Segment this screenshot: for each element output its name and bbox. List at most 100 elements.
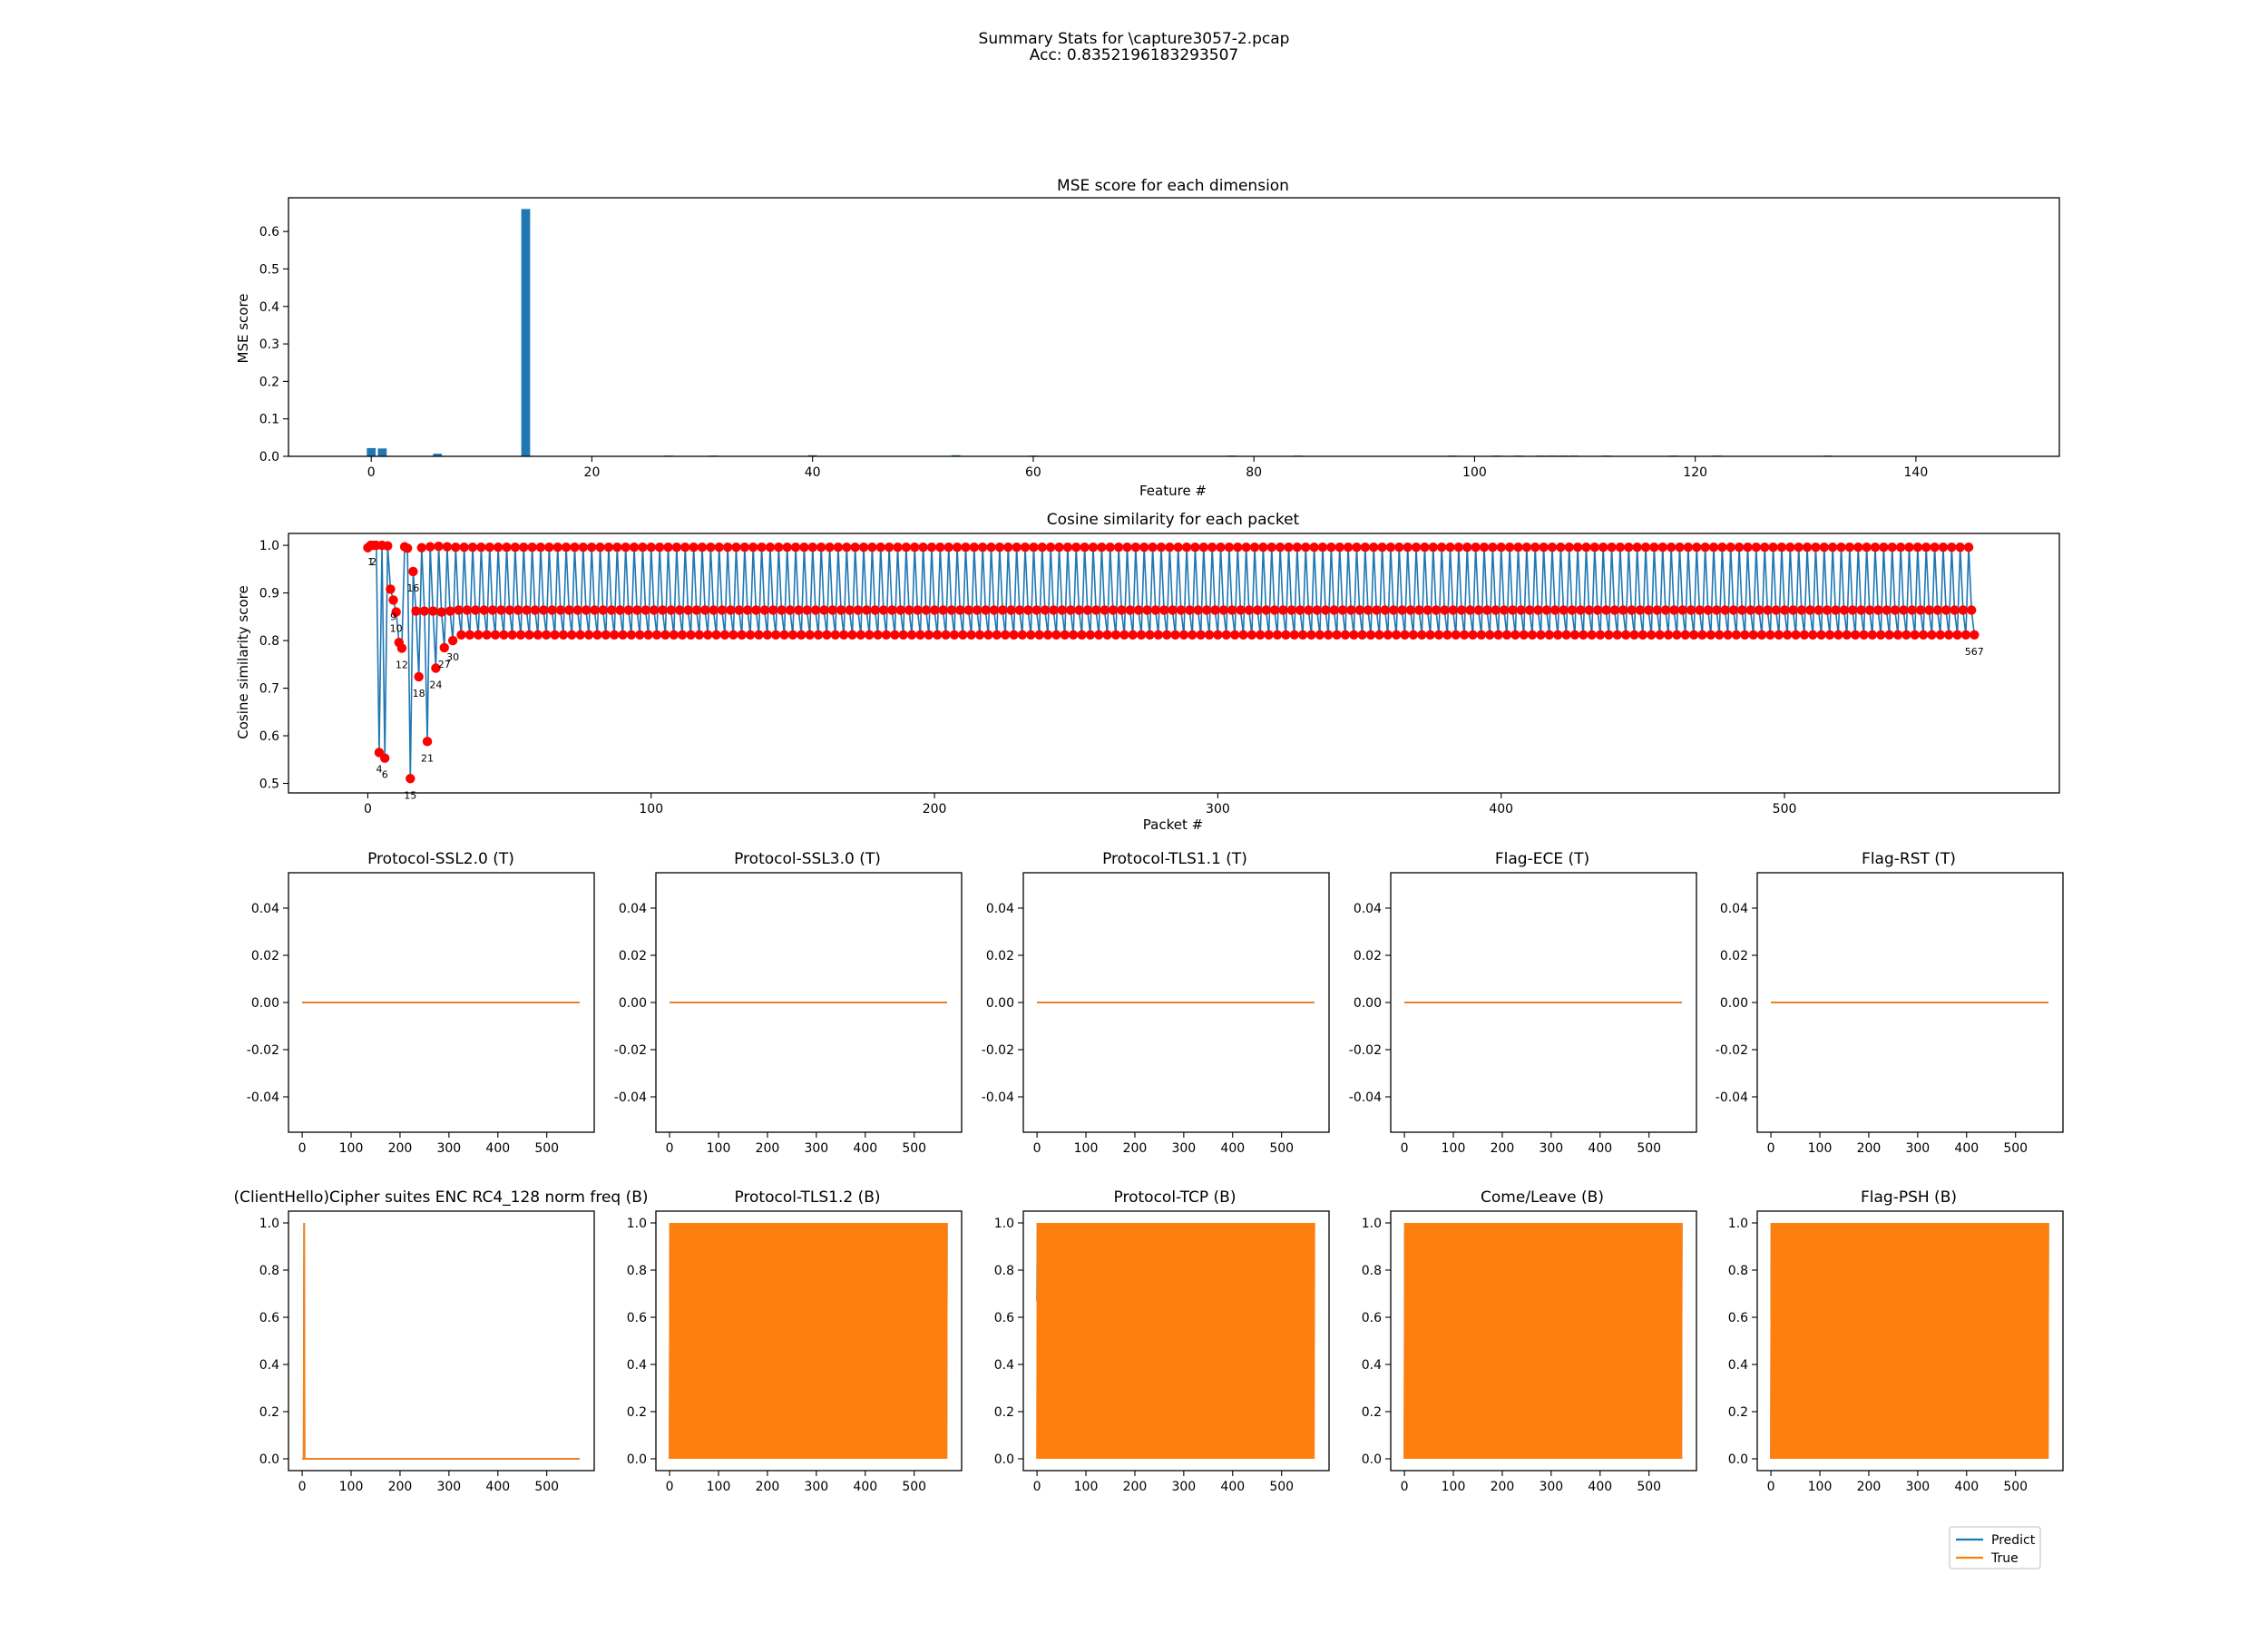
cosine-point [677, 630, 688, 640]
cosine-point [612, 543, 622, 552]
cosine-point [1791, 630, 1801, 640]
cosine-point [1672, 630, 1682, 640]
cosine-point [1261, 605, 1271, 615]
cosine-point [391, 607, 401, 617]
cosine-point [1090, 605, 1101, 615]
cosine-point [502, 543, 512, 552]
cosine-point-label: 12 [396, 659, 408, 670]
cosine-point [969, 543, 980, 552]
tls11-x-tick-label: 500 [1269, 1141, 1294, 1156]
cosine-point [1295, 605, 1305, 615]
cosine-point [1504, 543, 1515, 552]
cosine-point [830, 630, 840, 640]
tcp-x-tick-label: 300 [1171, 1480, 1196, 1494]
comeleave-x-tick-label: 400 [1588, 1480, 1612, 1494]
cosine-y-tick-label: 0.7 [259, 682, 279, 697]
cosine-point [1170, 630, 1180, 640]
cosine-point [1139, 543, 1149, 552]
cosine-point [1804, 605, 1815, 615]
cosine-point [1779, 605, 1790, 615]
cosine-point [1521, 543, 1532, 552]
cosine-point [1465, 605, 1475, 615]
cosine-point [933, 630, 943, 640]
cosine-point [1924, 605, 1934, 615]
cosine-point [751, 605, 761, 615]
cosine-point [1097, 543, 1107, 552]
ssl20-y-tick-label: -0.02 [247, 1043, 279, 1058]
cosine-point [1049, 605, 1059, 615]
cosine-point [1697, 630, 1707, 640]
cosine-point [515, 630, 526, 640]
cosine-point [1831, 605, 1841, 615]
cosine-point [1579, 630, 1589, 640]
cosine-point [1317, 543, 1328, 552]
cosine-point [1315, 630, 1325, 640]
cosine-point [638, 543, 648, 552]
cosine-point [742, 605, 753, 615]
cosine-point [1890, 605, 1901, 615]
cosine-point [777, 605, 787, 615]
cosine-point [533, 630, 543, 640]
cosine-point [1029, 543, 1039, 552]
cosine-point [1110, 630, 1121, 640]
ssl30-x-tick-label: 0 [666, 1141, 674, 1156]
mse-y-tick-label: 0.2 [259, 375, 279, 389]
cosine-point [1910, 630, 1920, 640]
cosine-point [1130, 543, 1141, 552]
cosine-point [1448, 605, 1458, 615]
rst-x-tick-label: 500 [2003, 1141, 2028, 1156]
cosine-point [878, 605, 889, 615]
cosine-point [1941, 605, 1951, 615]
cosine-point [646, 543, 656, 552]
cosine-point [1491, 605, 1501, 615]
cosine-point [1737, 605, 1747, 615]
cosine-point [935, 543, 945, 552]
cosine-point [1715, 630, 1725, 640]
cosine-point [1731, 630, 1742, 640]
cosine-point [1306, 630, 1316, 640]
tcp-x-tick-label: 100 [1074, 1480, 1099, 1494]
cosine-chart-title: Cosine similarity for each packet [1047, 511, 1300, 529]
cosine-point [958, 630, 968, 640]
subplot-title-ssl20: Protocol-SSL2.0 (T) [367, 850, 514, 868]
cosine-point [836, 605, 846, 615]
cosine-point [1850, 630, 1861, 640]
cosine-point [1944, 630, 1954, 640]
cosine-point-label: 1 [367, 556, 374, 568]
cosine-point [1519, 630, 1529, 640]
cosine-point [1312, 605, 1322, 615]
cosine-point [1278, 605, 1288, 615]
cosine-point [703, 630, 713, 640]
cosine-point [658, 605, 668, 615]
psh-y-tick-label: 0.4 [1728, 1358, 1748, 1373]
rst-x-tick-label: 400 [1954, 1141, 1979, 1156]
cosine-point [782, 543, 792, 552]
ece-y-tick-label: 0.00 [1354, 996, 1382, 1011]
cosine-point [583, 630, 594, 640]
cosine-point [1907, 605, 1917, 615]
cosine-point [881, 630, 892, 640]
psh-axes-frame [1756, 1210, 2064, 1472]
cosine-point [1921, 543, 1931, 552]
cosine-point [997, 605, 1008, 615]
cosine-point [578, 543, 589, 552]
subplot-title-tls12: Protocol-TLS1.2 (B) [734, 1188, 880, 1207]
cosine-point [1051, 630, 1061, 640]
legend-true-label: True [1990, 1551, 2019, 1566]
cosine-point [686, 630, 696, 640]
cosine-point-label: 27 [438, 659, 451, 670]
rst-y-tick-label: -0.04 [1716, 1090, 1748, 1105]
cosine-point [1420, 543, 1430, 552]
rc4-y-tick-label: 1.0 [259, 1217, 279, 1231]
rst-x-tick-label: 100 [1808, 1141, 1833, 1156]
comeleave-y-tick-label: 0.2 [1362, 1405, 1382, 1420]
cosine-point-label: 2 [370, 556, 376, 568]
ece-y-tick-label: -0.02 [1349, 1043, 1382, 1058]
cosine-point [1740, 630, 1750, 640]
cosine-point [884, 543, 894, 552]
ssl30-y-tick-label: -0.04 [614, 1090, 647, 1105]
psh-y-tick-label: 0.0 [1728, 1452, 1748, 1467]
cosine-point [1808, 630, 1818, 640]
cosine-point [1932, 605, 1942, 615]
